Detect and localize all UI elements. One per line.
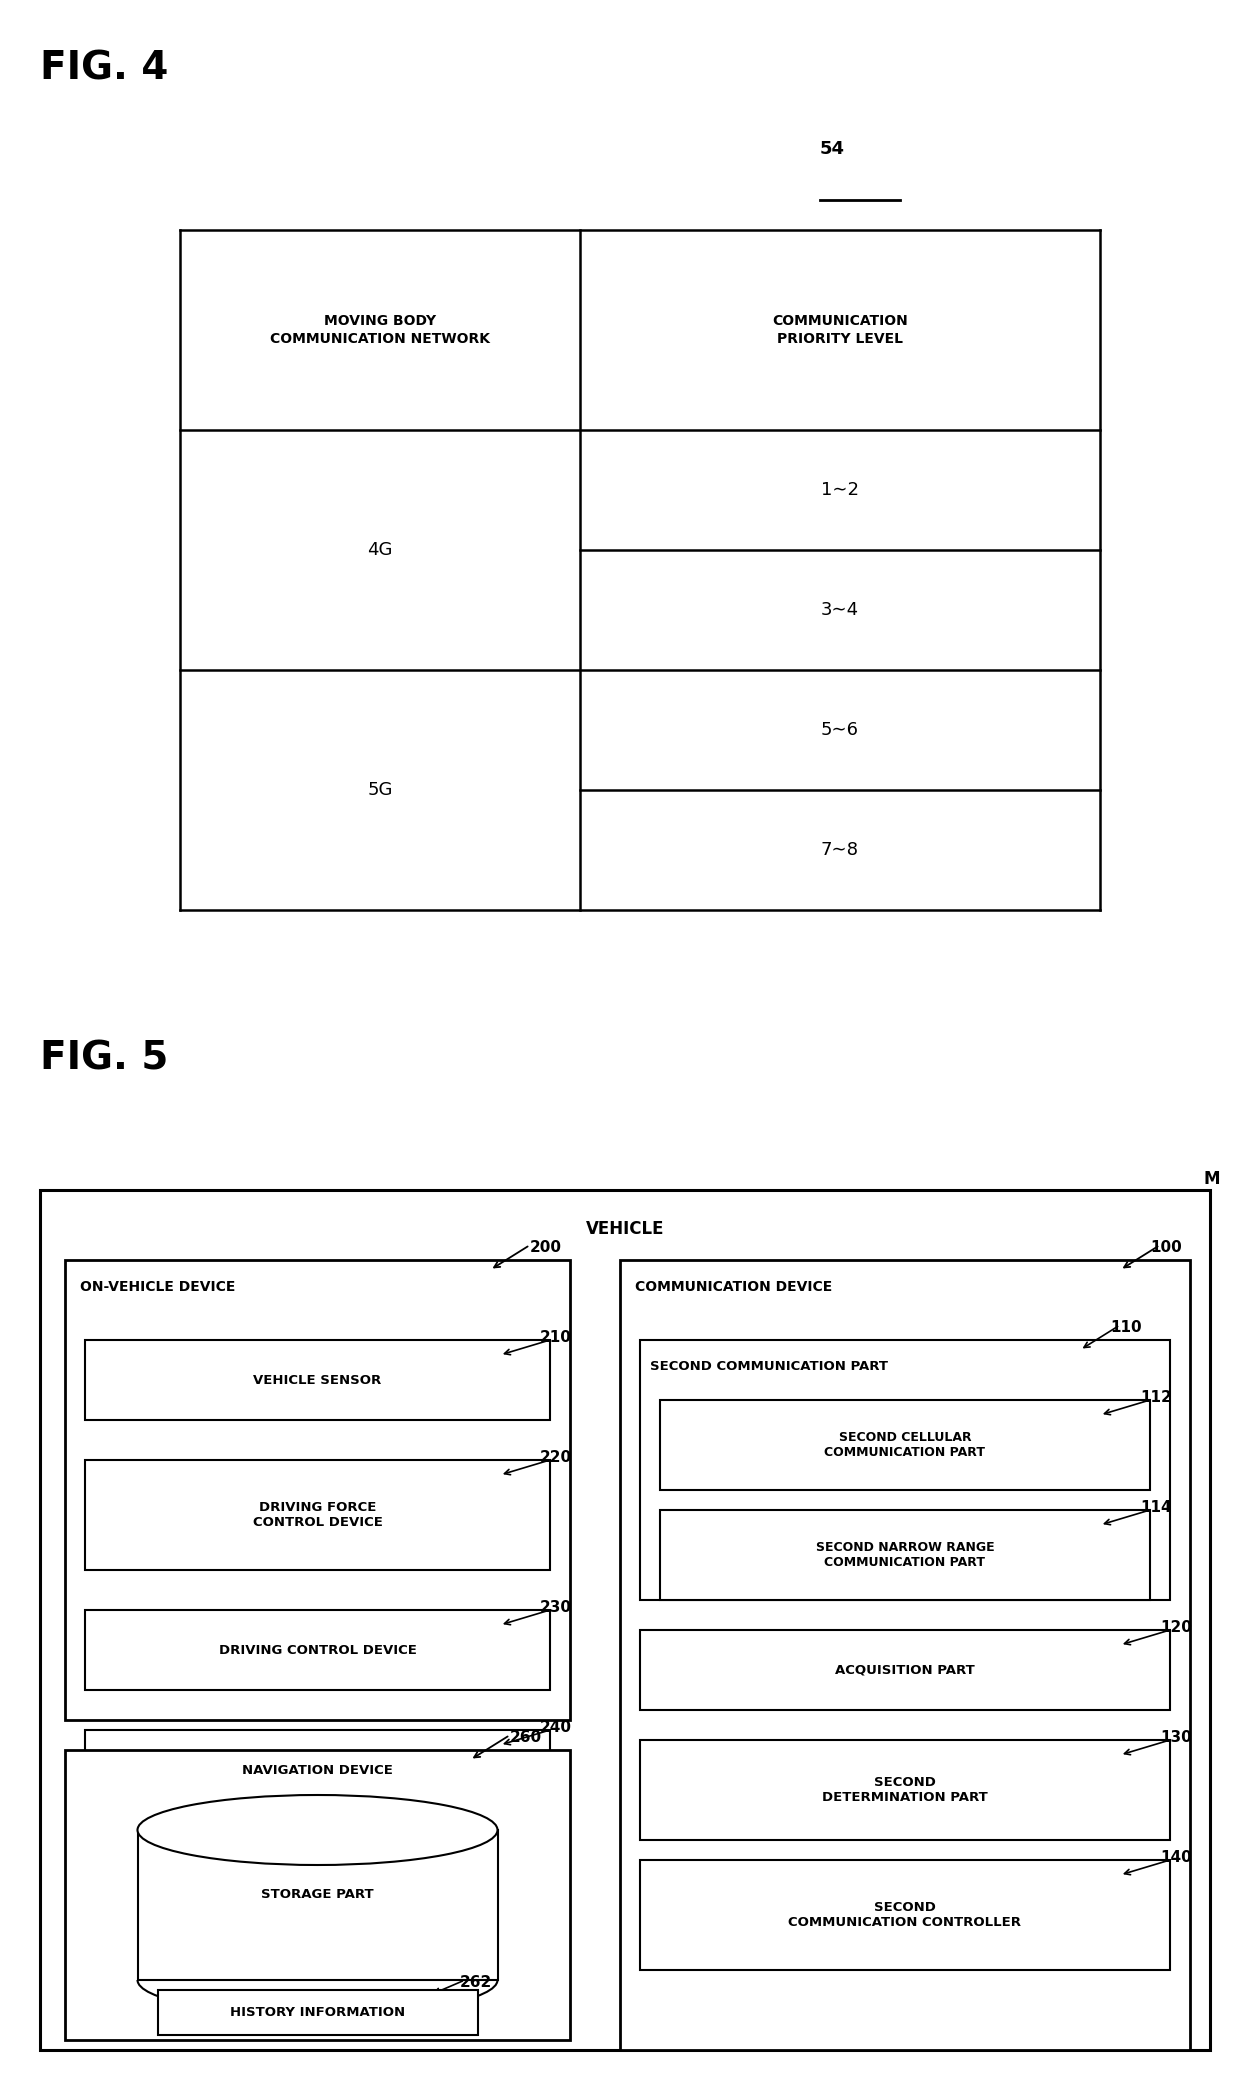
Bar — [660, 1400, 1149, 1489]
Text: 240: 240 — [539, 1719, 572, 1736]
Text: :: : — [312, 1825, 322, 1846]
Text: VEHICLE SENSOR: VEHICLE SENSOR — [253, 1373, 382, 1388]
Bar — [640, 1630, 1171, 1709]
Bar — [640, 1740, 1171, 1840]
Text: 5∼6: 5∼6 — [821, 722, 859, 738]
Text: VEHICLE: VEHICLE — [585, 1220, 665, 1238]
Text: DRIVING FORCE
CONTROL DEVICE: DRIVING FORCE CONTROL DEVICE — [253, 1502, 382, 1529]
Text: SECOND NARROW RANGE
COMMUNICATION PART: SECOND NARROW RANGE COMMUNICATION PART — [816, 1541, 994, 1570]
Text: 5G: 5G — [367, 782, 393, 798]
Text: 112: 112 — [1140, 1390, 1172, 1404]
Bar — [640, 1340, 1171, 1599]
Text: COMMUNICATION DEVICE: COMMUNICATION DEVICE — [635, 1280, 832, 1294]
Text: 100: 100 — [1149, 1240, 1182, 1255]
Text: 54: 54 — [820, 141, 844, 158]
Text: 110: 110 — [1110, 1319, 1142, 1336]
Text: COMMUNICATION
PRIORITY LEVEL: COMMUNICATION PRIORITY LEVEL — [773, 315, 908, 346]
Text: 230: 230 — [539, 1599, 572, 1616]
Text: 262: 262 — [460, 1974, 492, 1989]
Bar — [86, 1460, 551, 1570]
Text: 210: 210 — [539, 1329, 572, 1346]
Text: 4G: 4G — [367, 541, 393, 560]
Text: 130: 130 — [1159, 1730, 1192, 1744]
Text: SECOND
DETERMINATION PART: SECOND DETERMINATION PART — [822, 1775, 988, 1804]
Text: HISTORY INFORMATION: HISTORY INFORMATION — [229, 2006, 405, 2018]
Text: SECOND COMMUNICATION PART: SECOND COMMUNICATION PART — [650, 1361, 888, 1373]
Bar — [620, 1261, 1190, 2049]
Text: M: M — [1204, 1170, 1220, 1188]
Text: 260: 260 — [510, 1730, 542, 1744]
Text: 200: 200 — [529, 1240, 562, 1255]
Text: NAVIGATION DEVICE: NAVIGATION DEVICE — [242, 1763, 393, 1777]
Text: MOVING BODY
COMMUNICATION NETWORK: MOVING BODY COMMUNICATION NETWORK — [270, 315, 490, 346]
Text: ON-VEHICLE DEVICE: ON-VEHICLE DEVICE — [81, 1280, 236, 1294]
Bar — [64, 1750, 570, 2041]
Text: 1∼2: 1∼2 — [821, 481, 859, 500]
Text: ACQUISITION PART: ACQUISITION PART — [835, 1663, 975, 1676]
Text: 114: 114 — [1140, 1500, 1172, 1514]
Text: SECOND CELLULAR
COMMUNICATION PART: SECOND CELLULAR COMMUNICATION PART — [825, 1431, 986, 1458]
Text: DRIVING CONTROL DEVICE: DRIVING CONTROL DEVICE — [218, 1643, 417, 1657]
Bar — [86, 1340, 551, 1421]
Bar — [86, 1609, 551, 1690]
Text: 140: 140 — [1159, 1850, 1192, 1865]
Bar — [157, 1989, 477, 2035]
Bar — [640, 1860, 1171, 1970]
Bar — [660, 1510, 1149, 1599]
Ellipse shape — [138, 1794, 497, 1865]
Text: FIG. 5: FIG. 5 — [40, 1039, 169, 1078]
Text: 120: 120 — [1159, 1620, 1192, 1634]
Text: 7∼8: 7∼8 — [821, 840, 859, 859]
Text: 220: 220 — [539, 1450, 572, 1464]
Bar — [40, 1190, 1210, 2049]
Text: 3∼4: 3∼4 — [821, 601, 859, 618]
Bar — [86, 1730, 551, 1811]
Bar — [138, 1829, 497, 1981]
Text: STORAGE PART: STORAGE PART — [262, 1889, 373, 1902]
Text: FIG. 4: FIG. 4 — [40, 50, 169, 87]
Text: SECOND
COMMUNICATION CONTROLLER: SECOND COMMUNICATION CONTROLLER — [789, 1902, 1022, 1929]
Bar — [64, 1261, 570, 1719]
